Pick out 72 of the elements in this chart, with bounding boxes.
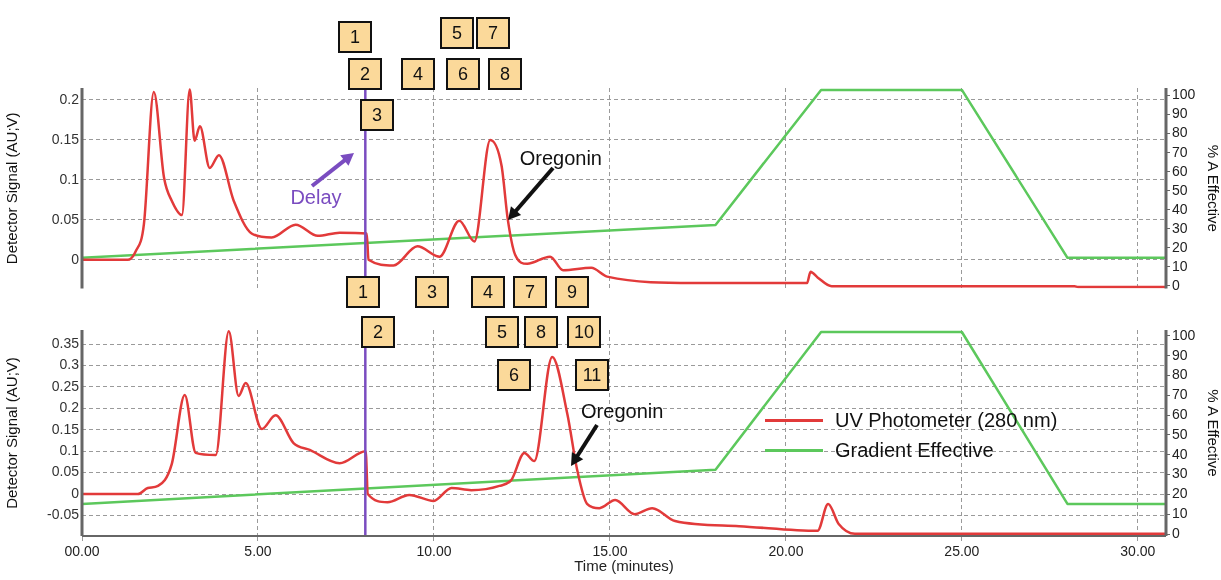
y-tick-label: 0.2	[59, 399, 80, 416]
text: 6	[446, 58, 480, 90]
y2-tick-label: 20	[1172, 238, 1188, 255]
text: 8	[488, 58, 522, 90]
annotation: Oregonin	[519, 146, 602, 170]
y-tick-label: 0	[71, 250, 80, 267]
annotation: 3	[415, 276, 449, 308]
annotation: 5	[485, 316, 519, 348]
y2-tick-label: 50	[1172, 181, 1188, 198]
annotation: 7	[513, 276, 547, 308]
x-tick-label: 25.00	[944, 543, 980, 560]
y2-tick-label: 60	[1172, 162, 1188, 179]
annotation: 11	[575, 359, 609, 391]
annotation: 1	[346, 276, 380, 308]
y-tick-label: -0.05	[47, 506, 80, 523]
annotation: 2	[361, 316, 395, 348]
y2-tick-label: 40	[1172, 445, 1188, 462]
y-tick-label: 0.05	[51, 463, 80, 480]
x-tick-label: 30.00	[1120, 543, 1156, 560]
y-tick-label: 0.15	[51, 130, 80, 147]
annotation: 8	[524, 316, 558, 348]
annotation: 4	[471, 276, 505, 308]
y2-tick-label: 20	[1172, 485, 1188, 502]
y2-axis-title: % A Effective	[1204, 144, 1221, 232]
y-tick-label: 0.1	[59, 170, 80, 187]
y2-tick-label: 0	[1172, 524, 1180, 541]
y2-tick-label: 80	[1172, 124, 1188, 141]
x-tick-label: 10.00	[416, 543, 452, 560]
legend-label: Gradient Effective	[835, 438, 994, 462]
y2-tick-label: 90	[1172, 346, 1188, 363]
y2-tick-label: 30	[1172, 219, 1188, 236]
legend-label: UV Photometer (280 nm)	[835, 408, 1058, 432]
y-tick-label: 0.15	[51, 420, 80, 437]
y2-tick-label: 100	[1172, 326, 1196, 343]
y-tick-label: 0.3	[59, 356, 80, 373]
y2-tick-label: 60	[1172, 406, 1188, 423]
y2-tick-label: 10	[1172, 257, 1188, 274]
x-tick-label: 5.00	[244, 543, 272, 560]
y2-tick-label: 100	[1172, 86, 1196, 103]
text: 5	[440, 17, 474, 49]
annotation: 10	[567, 316, 601, 348]
y2-tick-label: 80	[1172, 366, 1188, 383]
x-tick-label: 20.00	[768, 543, 804, 560]
y-tick-label: 0.25	[51, 377, 80, 394]
y-tick-label: 0.2	[59, 90, 80, 107]
y-tick-label: 0	[71, 484, 80, 501]
y2-tick-label: 0	[1172, 276, 1180, 293]
y2-tick-label: 50	[1172, 425, 1188, 442]
y-tick-label: 0.35	[51, 334, 80, 351]
y-axis-title: Detector Signal (AU;V)	[3, 112, 21, 265]
x-tick-label: 00.00	[64, 543, 100, 560]
y2-tick-label: 70	[1172, 386, 1188, 403]
text: 2	[348, 58, 382, 90]
y2-tick-label: 10	[1172, 505, 1188, 522]
y2-tick-label: 70	[1172, 143, 1188, 160]
text: 4	[401, 58, 435, 90]
y-tick-label: 0.05	[51, 210, 80, 227]
y2-tick-label: 30	[1172, 465, 1188, 482]
y2-tick-label: 90	[1172, 105, 1188, 122]
annotation: Oregonin	[581, 399, 664, 423]
ref-line-label: Delay	[290, 185, 342, 209]
annotation: 3	[360, 99, 394, 131]
x-tick-label: 15.00	[592, 543, 628, 560]
text: 1	[338, 21, 372, 53]
y-tick-label: 0.1	[59, 442, 80, 459]
y2-axis-title: % A Effective	[1204, 389, 1221, 477]
text: 7	[476, 17, 510, 49]
x-axis-title: Time (minutes)	[574, 557, 674, 575]
annotation: 9	[555, 276, 589, 308]
annotation: 6	[497, 359, 531, 391]
y-axis-title: Detector Signal (AU;V)	[3, 357, 21, 509]
y2-tick-label: 40	[1172, 200, 1188, 217]
